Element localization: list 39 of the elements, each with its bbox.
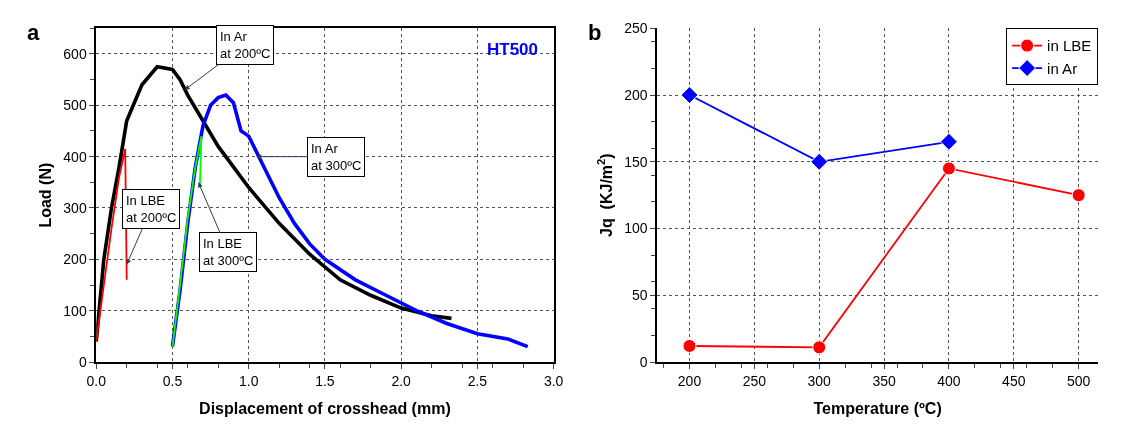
legend-label: in Ar	[1047, 59, 1078, 77]
annotation: In Ar at 300ºC	[311, 141, 362, 173]
y-tick-label: 0	[78, 353, 87, 370]
x-axis-title: Displacement of crosshead (mm)	[199, 399, 451, 417]
x-tick-label: 450	[1002, 372, 1026, 389]
y-tick-label: 100	[63, 302, 87, 319]
x-tick-label: 400	[937, 372, 961, 389]
y-tick-label: 150	[624, 153, 648, 170]
x-tick-label: 2.5	[467, 372, 488, 389]
x-tick-label: 1.5	[315, 372, 335, 389]
annotation: HT500	[487, 40, 539, 59]
x-tick-label: 300	[807, 372, 832, 389]
x-tick-label: 0.0	[86, 372, 107, 389]
x-axis-title: Temperature (ºC)	[813, 399, 942, 417]
x-tick-label: 200	[677, 372, 702, 389]
y-tick-label: 300	[63, 199, 87, 216]
x-tick-label: 0.5	[162, 372, 183, 389]
legend-label: in LBE	[1047, 37, 1092, 55]
annotation: In Ar at 200ºC	[220, 29, 271, 61]
x-tick-label: 3.0	[543, 372, 564, 389]
x-tick-label: 1.0	[238, 372, 259, 389]
y-tick-label: 50	[631, 287, 648, 304]
y-tick-label: 500	[63, 97, 87, 114]
y-tick-label: 200	[624, 86, 648, 103]
annotation: In LBE at 300ºC	[203, 236, 254, 268]
y-tick-label: 600	[63, 45, 87, 62]
y-tick-label: 250	[624, 20, 648, 37]
y-axis-title: Load (N)	[36, 162, 54, 228]
x-tick-label: 500	[1066, 372, 1091, 389]
y-tick-label: 400	[63, 148, 87, 165]
y-tick-label: 0	[639, 353, 648, 370]
x-tick-label: 2.0	[391, 372, 412, 389]
y-tick-label: 100	[624, 220, 648, 237]
chart-title: b	[588, 20, 602, 45]
x-tick-label: 250	[742, 372, 767, 389]
annotation: In LBE at 200ºC	[126, 193, 177, 225]
y-tick-label: 200	[63, 251, 87, 268]
chart-title: a	[27, 20, 40, 45]
x-tick-label: 350	[872, 372, 896, 389]
